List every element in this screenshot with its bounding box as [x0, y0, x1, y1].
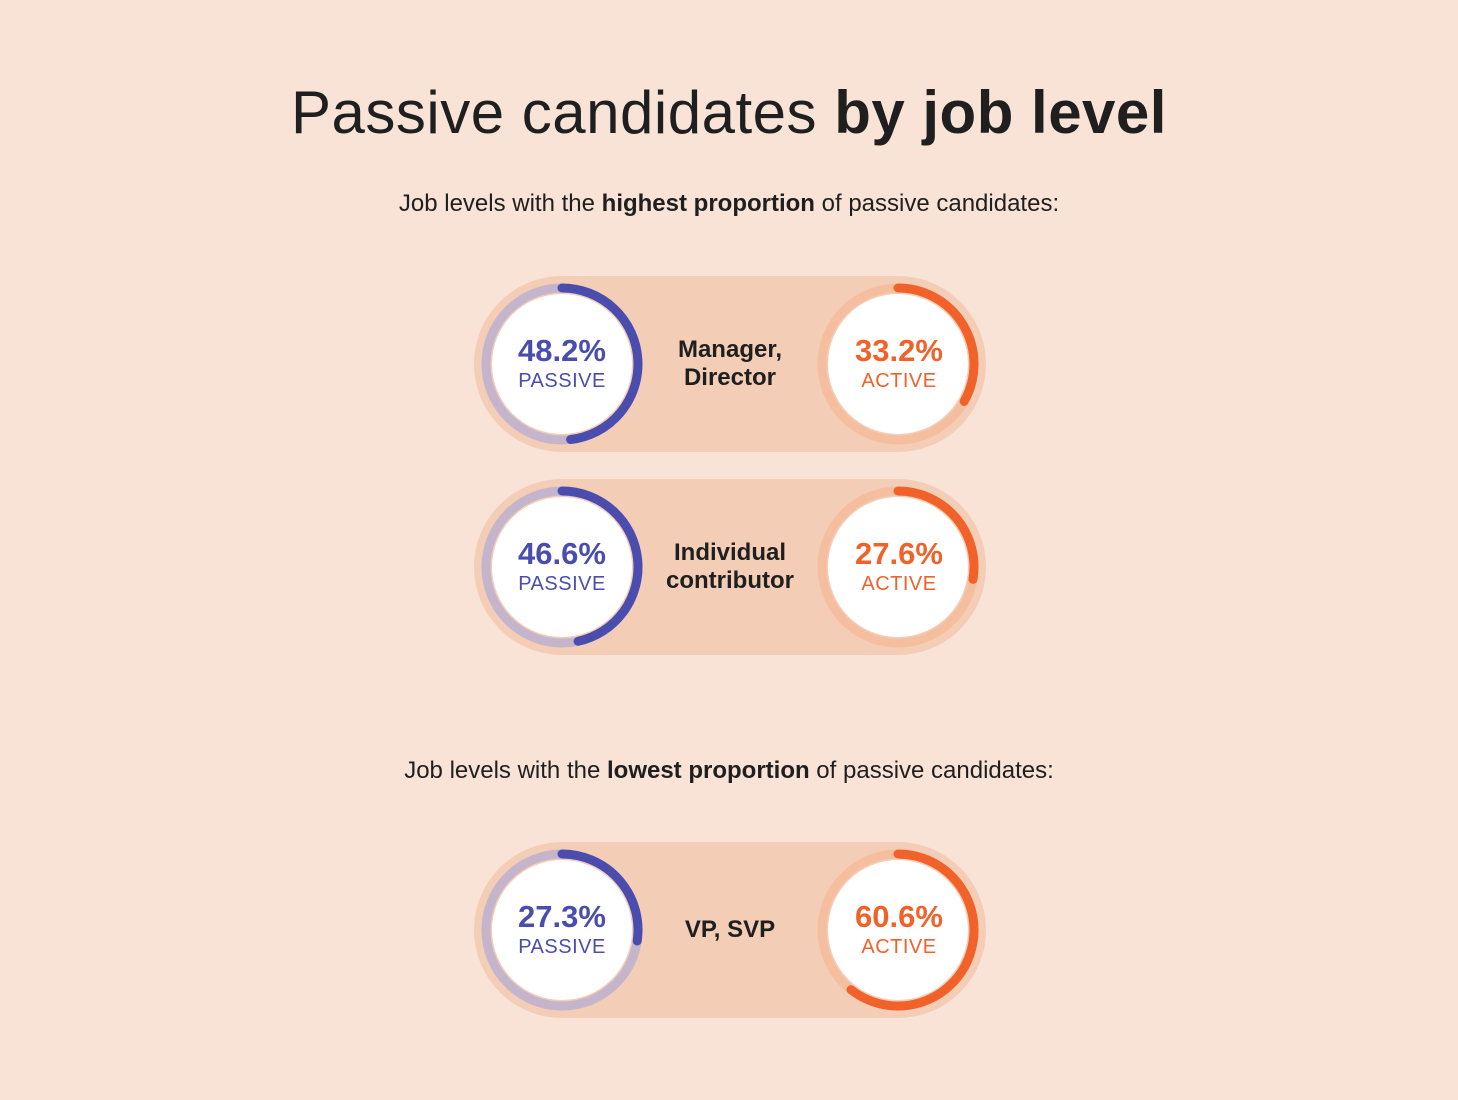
passive-value: 48.2% — [518, 333, 606, 368]
active-arc — [893, 486, 979, 584]
passive-stat: 48.2% PASSIVE — [497, 334, 627, 394]
page-title: Passive candidates by job level — [0, 78, 1458, 147]
passive-stat: 46.6% PASSIVE — [497, 537, 627, 597]
active-value: 27.6% — [855, 536, 943, 571]
donut-pair-svg — [474, 842, 986, 1018]
job-level-name: Individual contributor — [650, 477, 810, 657]
active-label: ACTIVE — [861, 573, 937, 595]
subtitle-pre: Job levels with the — [398, 190, 602, 217]
active-arc — [846, 849, 979, 1011]
job-level-line: Individual — [673, 539, 786, 566]
subtitle-bold: lowest proportion — [606, 757, 810, 784]
active-label: ACTIVE — [861, 370, 937, 392]
job-level-name: VP, SVP — [650, 840, 810, 1020]
passive-stat: 27.3% PASSIVE — [497, 900, 627, 960]
passive-arc — [557, 849, 643, 946]
active-value: 60.6% — [855, 899, 943, 934]
job-level-row: 27.3% PASSIVE 60.6% ACTIVE VP, SVP — [470, 840, 990, 1020]
subtitle-post: of passive candidates: — [814, 190, 1060, 217]
active-stat: 33.2% ACTIVE — [834, 334, 964, 394]
passive-center — [492, 860, 632, 1000]
passive-value: 46.6% — [518, 536, 606, 571]
active-label: ACTIVE — [861, 936, 937, 958]
title-regular: Passive candidates — [291, 79, 835, 146]
subtitle-post: of passive candidates: — [809, 757, 1054, 784]
active-arc — [893, 283, 979, 406]
job-level-line: contributor — [666, 567, 794, 594]
active-stat: 27.6% ACTIVE — [834, 537, 964, 597]
section-subtitle-highest: Job levels with the highest proportion o… — [0, 190, 1458, 218]
job-level-line: Manager, — [677, 336, 783, 363]
passive-label: PASSIVE — [518, 370, 606, 392]
active-center — [828, 294, 968, 434]
subtitle-pre: Job levels with the — [404, 757, 607, 784]
active-stat: 60.6% ACTIVE — [834, 900, 964, 960]
job-level-name: Manager, Director — [650, 274, 810, 454]
passive-label: PASSIVE — [518, 573, 606, 595]
job-level-line: Director — [683, 364, 776, 391]
passive-label: PASSIVE — [518, 936, 606, 958]
active-center — [828, 860, 968, 1000]
job-level-line: VP, SVP — [684, 916, 776, 943]
active-value: 33.2% — [855, 333, 943, 368]
section-subtitle-lowest: Job levels with the lowest proportion of… — [0, 757, 1458, 785]
donut-pair-svg — [474, 276, 986, 452]
subtitle-bold: highest proportion — [601, 190, 815, 217]
passive-arc — [557, 283, 643, 445]
donut-pair-svg — [474, 479, 986, 655]
passive-center — [492, 497, 632, 637]
title-bold: by job level — [834, 79, 1167, 146]
passive-center — [492, 294, 632, 434]
job-level-row: 46.6% PASSIVE 27.6% ACTIVE Individual contrib… — [470, 477, 990, 657]
job-level-row: 48.2% PASSIVE 33.2% ACTIVE Manager, Director — [470, 274, 990, 454]
active-center — [828, 497, 968, 637]
passive-arc — [557, 486, 643, 646]
passive-value: 27.3% — [518, 899, 606, 934]
